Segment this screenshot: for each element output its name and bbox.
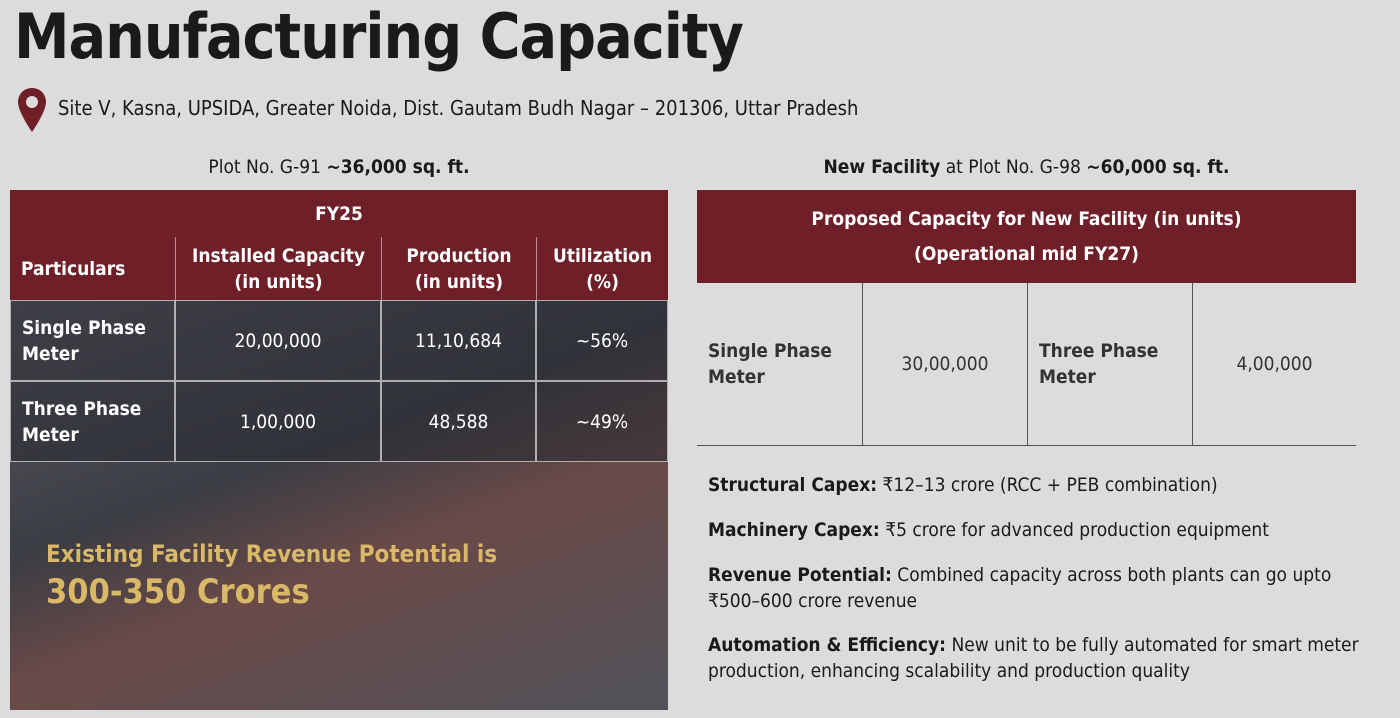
value-cell: 30,00,000 bbox=[862, 283, 1027, 446]
column-header: Production (in units) bbox=[381, 237, 536, 300]
header-line: (Operational mid FY27) bbox=[914, 242, 1139, 265]
caption-bold: New Facility bbox=[823, 156, 941, 178]
cell-line: (in units) bbox=[414, 270, 504, 293]
row-label: Three Phase Meter bbox=[10, 381, 175, 462]
bullet: Structural Capex: ₹12–13 crore (RCC + PE… bbox=[708, 472, 1376, 498]
cell-line: Three Phase bbox=[1039, 340, 1159, 362]
cell-line: Meter bbox=[22, 342, 79, 365]
cell-line: Installed Capacity bbox=[191, 244, 366, 267]
value-cell: 1,00,000 bbox=[175, 381, 381, 462]
bullet-text: Combined capacity across both plants can… bbox=[708, 564, 1332, 612]
cell-line: Production bbox=[406, 244, 512, 267]
caption-area: ~60,000 sq. ft. bbox=[1086, 156, 1230, 178]
location: Site V, Kasna, UPSIDA, Greater Noida, Di… bbox=[58, 96, 859, 120]
cell-line: Meter bbox=[708, 366, 765, 388]
bullet-text: ₹5 crore for advanced production equipme… bbox=[885, 519, 1269, 541]
bullet: Revenue Potential: Combined capacity acr… bbox=[708, 562, 1376, 614]
revenue: Existing Facility Revenue Potential is 30… bbox=[46, 540, 497, 612]
cell-line: Meter bbox=[22, 423, 79, 446]
caption-text: Plot No. G-91 bbox=[208, 156, 321, 178]
row-label: Single Phase Meter bbox=[10, 300, 175, 381]
bullet-label: Machinery Capex: bbox=[708, 519, 880, 541]
caption-text: at Plot No. G-98 bbox=[945, 156, 1081, 178]
cell-line: Meter bbox=[1039, 366, 1096, 388]
bullet-text: ₹12–13 crore (RCC + PEB combination) bbox=[882, 474, 1218, 496]
title: Manufacturing Capacity bbox=[14, 0, 744, 73]
column-header: Particulars bbox=[10, 237, 175, 300]
bullet-text: New unit to be fully automated for smart… bbox=[708, 634, 1359, 682]
cell-line: Single Phase bbox=[22, 316, 146, 339]
bullet-label: Automation & Efficiency: bbox=[708, 634, 947, 656]
table-header-bg bbox=[10, 190, 668, 300]
group-header: FY25 bbox=[315, 202, 363, 225]
value-cell: 20,00,000 bbox=[175, 300, 381, 381]
right-caption: New Facility at Plot No. G-98 ~60,000 sq… bbox=[697, 156, 1356, 178]
column-header: Utilization (%) bbox=[536, 237, 668, 300]
value-cell: 48,588 bbox=[381, 381, 536, 462]
cell-line: Particulars bbox=[21, 257, 126, 280]
cell-line: Single Phase bbox=[708, 340, 832, 362]
row-label: Three Phase Meter bbox=[1027, 283, 1192, 446]
value-cell: 11,10,684 bbox=[381, 300, 536, 381]
column-header: Installed Capacity (in units) bbox=[175, 237, 381, 300]
revenue-value: 300-350 Crores bbox=[46, 572, 310, 612]
left-caption: Plot No. G-91 ~36,000 sq. ft. bbox=[10, 156, 668, 178]
header-line: Proposed Capacity for New Facility (in u… bbox=[811, 207, 1242, 230]
bullet-label: Revenue Potential: bbox=[708, 564, 892, 586]
revenue-line: Existing Facility Revenue Potential is bbox=[46, 540, 498, 568]
caption-area: ~36,000 sq. ft. bbox=[326, 156, 470, 178]
cell-line: (%) bbox=[586, 270, 619, 293]
row-label: Single Phase Meter bbox=[697, 283, 862, 446]
proposed-header: Proposed Capacity for New Facility (in u… bbox=[697, 190, 1356, 283]
bullet-label: Structural Capex: bbox=[708, 474, 878, 496]
cell-line: Three Phase bbox=[22, 397, 142, 420]
cell-line: Utilization bbox=[552, 244, 653, 267]
location-icon bbox=[18, 88, 46, 132]
bullet: Machinery Capex: ₹5 crore for advanced p… bbox=[708, 517, 1376, 543]
value-cell: ~56% bbox=[536, 300, 668, 381]
cell-line: (in units) bbox=[234, 270, 323, 293]
value-cell: 4,00,000 bbox=[1192, 283, 1356, 446]
bullet: Automation & Efficiency: New unit to be … bbox=[708, 632, 1376, 684]
value-cell: ~49% bbox=[536, 381, 668, 462]
